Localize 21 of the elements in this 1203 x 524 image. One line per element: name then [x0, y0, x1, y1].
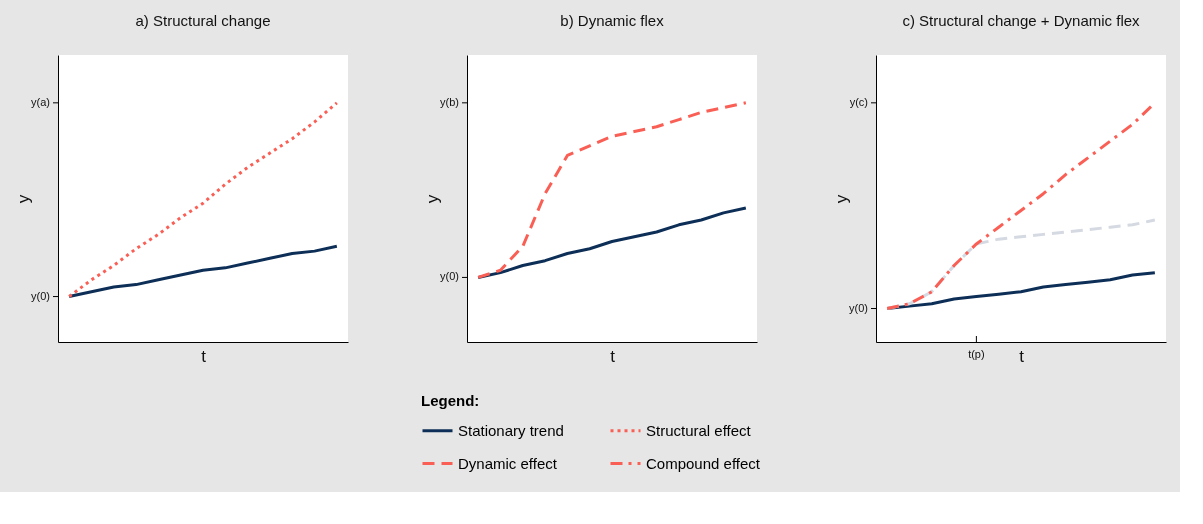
chart-title: c) Structural change + Dynamic flex — [902, 12, 1141, 29]
text: y(b) — [440, 95, 459, 108]
y-axis-title: y — [422, 194, 442, 204]
text: y(c) — [849, 95, 868, 108]
text: Dynamic effect — [458, 454, 558, 472]
text: t(p) — [968, 348, 985, 360]
chart-title: a) Structural change — [135, 12, 271, 29]
y-axis-title: y — [831, 194, 851, 204]
y-axis-title: y — [13, 194, 33, 204]
text: y(0) — [440, 270, 459, 283]
text: y(0) — [849, 301, 868, 314]
x-axis-title: t — [201, 346, 207, 366]
x-axis-title: t — [1019, 346, 1025, 366]
text: y(0) — [31, 289, 50, 302]
x-axis-title: t — [610, 346, 616, 366]
legend-title: Legend: — [421, 392, 480, 409]
legend-label: Structural effect — [646, 421, 752, 439]
text: y(a) — [31, 95, 50, 108]
chart-title: b) Dynamic flex — [560, 12, 665, 29]
legend-label: Stationary trend — [458, 421, 564, 439]
text: Compound effect — [646, 454, 761, 472]
